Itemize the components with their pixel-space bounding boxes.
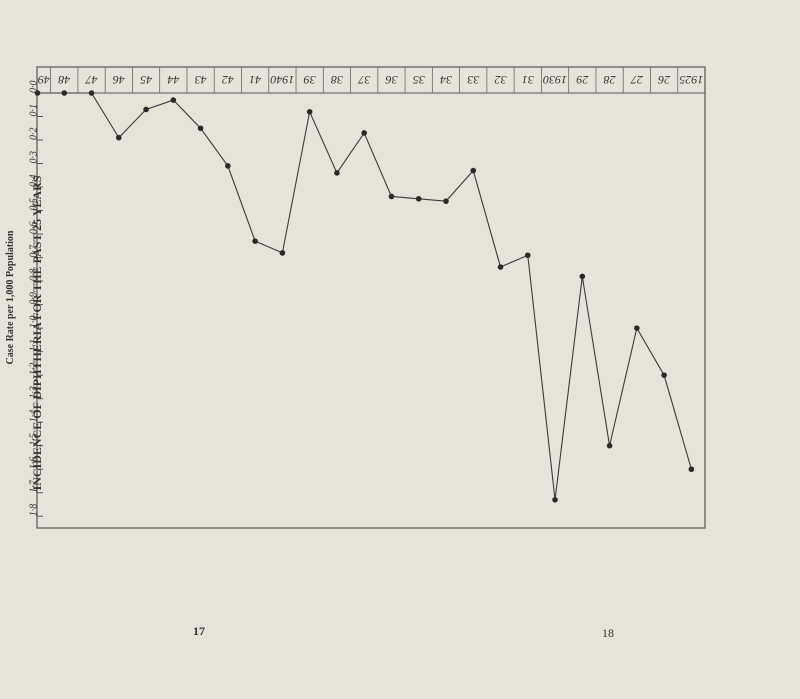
x-tick-label: 45: [140, 73, 152, 87]
data-point: [170, 97, 177, 103]
y-tick-label: 0·9: [29, 292, 40, 305]
x-tick-label: 48: [58, 73, 70, 87]
data-point: [306, 109, 313, 115]
x-tick-label: 27: [630, 73, 643, 87]
chart-title: INCIDENCE OF DIPHTHERIA FOR THE PAST 25 …: [30, 175, 44, 490]
page-number-left: 17: [193, 624, 205, 638]
x-tick-label: 32: [495, 73, 508, 87]
x-tick-label: 35: [413, 73, 426, 87]
data-point: [579, 273, 586, 280]
x-tick-label: 33: [467, 73, 480, 87]
data-point: [88, 90, 95, 96]
y-axis-label: Case Rate per 1,000 Population: [5, 230, 16, 364]
x-tick-label: 44: [167, 73, 179, 87]
y-tick-label: 0·4: [29, 175, 40, 188]
data-point: [552, 496, 558, 503]
data-point: [334, 170, 340, 176]
y-tick-label: 1·3: [29, 386, 40, 399]
data-point: [61, 90, 68, 96]
data-point: [688, 466, 695, 473]
data-point: [388, 193, 395, 200]
y-tick-label: 0·0: [29, 81, 40, 94]
data-point: [661, 372, 667, 378]
y-tick-label: 1·6: [29, 457, 40, 470]
y-tick-label: 1·2: [29, 363, 40, 376]
x-tick-label: 1940: [270, 73, 294, 87]
data-point: [470, 167, 477, 174]
x-tick-label: 31: [522, 73, 535, 87]
y-tick-label: 0·6: [29, 222, 40, 235]
data-point: [279, 250, 286, 256]
y-tick-label: 0·2: [29, 128, 40, 141]
y-tick-label: 1·5: [29, 433, 40, 446]
data-point: [252, 238, 258, 244]
x-tick-label: 36: [385, 73, 398, 87]
y-tick-label: 0·3: [29, 151, 40, 164]
x-tick-label: 47: [85, 73, 98, 87]
data-point: [634, 325, 640, 331]
x-tick-label: 37: [357, 73, 371, 87]
x-tick-label: 46: [113, 73, 125, 87]
x-tick-label: 39: [304, 73, 317, 87]
data-point: [197, 125, 204, 132]
x-tick-label: 42: [222, 73, 234, 87]
y-tick-label: 0·8: [29, 269, 40, 282]
x-tick-label: 1925: [679, 73, 703, 87]
y-tick-label: 1·8: [29, 504, 40, 517]
x-tick-label: 41: [249, 73, 261, 87]
data-point: [443, 198, 449, 204]
x-tick-label: 28: [604, 73, 616, 87]
data-point: [606, 442, 613, 449]
data-point: [361, 130, 367, 136]
data-point: [497, 264, 504, 270]
data-point: [34, 90, 41, 96]
data-point: [143, 106, 149, 113]
x-tick-label: 49: [38, 73, 50, 87]
x-tick-label: 34: [440, 73, 453, 87]
y-tick-label: 1·4: [29, 410, 40, 423]
plot-frame: [36, 66, 706, 529]
page-number-right: 18: [602, 626, 614, 640]
y-tick-label: 1·1: [29, 339, 40, 352]
data-point: [225, 163, 231, 169]
y-tick-label: 0·1: [29, 104, 40, 117]
x-tick-label: 29: [576, 73, 588, 87]
x-tick-label: 1930: [543, 73, 567, 87]
y-tick-label: 1·0: [29, 316, 40, 329]
series-line: [37, 92, 692, 500]
y-tick-label: 1·7: [29, 479, 40, 493]
data-point: [115, 134, 122, 141]
data-point: [524, 252, 531, 259]
x-tick-label: 43: [195, 73, 207, 87]
x-tick-label: 26: [658, 73, 670, 87]
y-tick-label: 0·5: [29, 198, 40, 211]
data-point: [415, 196, 422, 202]
x-tick-label: 38: [331, 73, 344, 87]
y-tick-label: 0·7: [29, 244, 40, 258]
